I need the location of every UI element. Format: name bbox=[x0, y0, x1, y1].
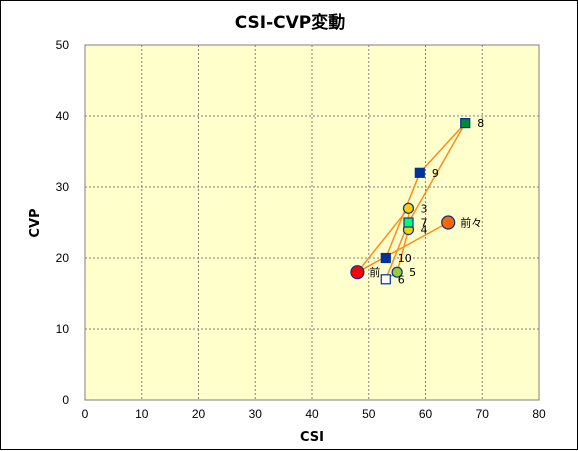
chart-title: CSI-CVP変動 bbox=[235, 12, 346, 33]
x-axis-title: CSI bbox=[300, 430, 324, 445]
grid-lines bbox=[85, 45, 539, 400]
data-point-marker bbox=[350, 265, 365, 280]
series-segment bbox=[356, 207, 410, 273]
y-tick-label: 50 bbox=[56, 38, 70, 52]
data-point-marker bbox=[403, 217, 414, 228]
series-segment bbox=[357, 221, 449, 273]
series-segment bbox=[396, 229, 410, 273]
data-point-label: 前々 bbox=[460, 216, 482, 230]
x-tick-label: 10 bbox=[135, 407, 149, 421]
x-tick-label: 60 bbox=[419, 407, 433, 421]
y-tick-label: 0 bbox=[62, 393, 69, 407]
x-tick-label: 30 bbox=[249, 407, 263, 421]
data-point-marker bbox=[414, 167, 425, 178]
data-point-label: 8 bbox=[477, 117, 484, 130]
data-point-label: 9 bbox=[432, 167, 439, 180]
data-point-label: 5 bbox=[409, 266, 416, 279]
point-labels: 前々前 3 4 56 7 8 9 10 bbox=[369, 117, 484, 286]
series-segment bbox=[385, 172, 421, 259]
data-point-label: 6 bbox=[398, 273, 405, 286]
data-markers bbox=[350, 117, 471, 285]
data-point-marker bbox=[402, 202, 415, 214]
data-point-marker bbox=[391, 266, 403, 278]
data-point-label: 前 bbox=[369, 265, 380, 279]
y-axis-title: CVP bbox=[28, 208, 43, 237]
x-tick-label: 0 bbox=[82, 407, 89, 421]
y-tick-label: 20 bbox=[56, 251, 70, 265]
data-point-marker bbox=[441, 215, 456, 230]
x-tick-labels: 0 10 20 30 40 50 60 70 80 bbox=[82, 407, 546, 421]
x-tick-label: 50 bbox=[362, 407, 376, 421]
data-point-label: 4 bbox=[420, 224, 427, 237]
x-tick-label: 40 bbox=[305, 407, 319, 421]
series-segment bbox=[407, 122, 466, 223]
data-point-marker bbox=[460, 117, 471, 129]
data-point-marker bbox=[380, 252, 391, 264]
x-tick-label: 20 bbox=[192, 407, 206, 421]
x-tick-label: 80 bbox=[532, 407, 546, 421]
x-tick-label: 70 bbox=[476, 407, 490, 421]
data-point-label: 3 bbox=[420, 202, 427, 215]
data-point-label: 7 bbox=[420, 217, 427, 230]
series-segment bbox=[419, 122, 466, 174]
y-tick-label: 40 bbox=[56, 109, 70, 123]
y-tick-labels: 0 10 20 30 40 50 bbox=[56, 38, 70, 407]
data-point-label: 10 bbox=[398, 252, 412, 265]
y-tick-label: 10 bbox=[56, 322, 70, 336]
y-tick-label: 30 bbox=[56, 180, 70, 194]
data-point-marker bbox=[380, 274, 391, 285]
